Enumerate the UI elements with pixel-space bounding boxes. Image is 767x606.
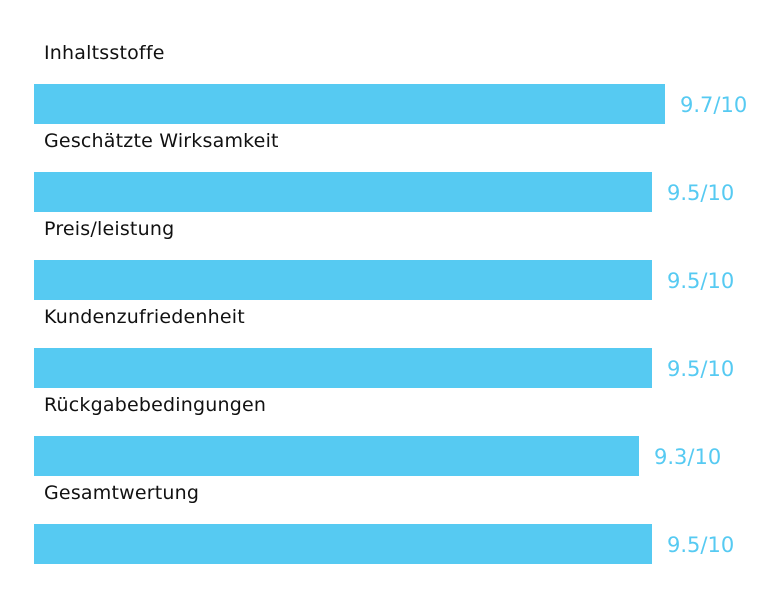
category-label: Inhaltsstoffe: [44, 42, 165, 64]
rating-bar: [34, 84, 665, 124]
rating-bar: [34, 348, 652, 388]
rating-value-label: 9.5/10: [667, 357, 735, 381]
rating-value-label: 9.3/10: [654, 445, 722, 469]
rating-value-label: 9.5/10: [667, 181, 735, 205]
category-label: Preis/leistung: [44, 218, 175, 240]
rating-value-label: 9.7/10: [680, 93, 748, 117]
rating-value-label: 9.5/10: [667, 269, 735, 293]
rating-value-label: 9.5/10: [667, 533, 735, 557]
category-label: Gesamtwertung: [44, 482, 200, 504]
rating-bar: [34, 172, 652, 212]
category-label: Kundenzufriedenheit: [44, 306, 245, 328]
rating-bar: [34, 524, 652, 564]
category-label: Geschätzte Wirksamkeit: [44, 130, 279, 152]
rating-bar: [34, 436, 639, 476]
category-label: Rückgabebedingungen: [44, 394, 267, 416]
rating-bar: [34, 260, 652, 300]
